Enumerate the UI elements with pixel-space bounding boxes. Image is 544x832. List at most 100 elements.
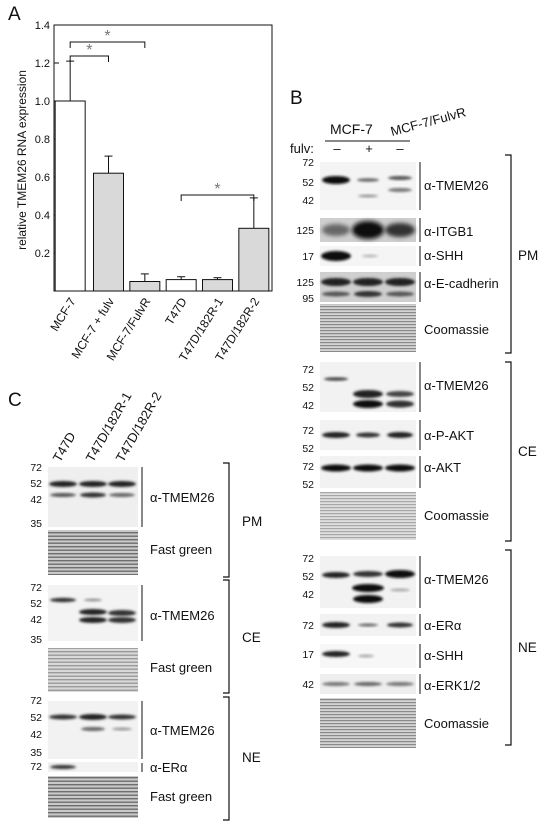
antibody-label: α-ITGB1 — [424, 224, 473, 239]
mw-label: 42 — [30, 494, 42, 506]
blot-b-shh-ne — [320, 644, 416, 668]
mw-label: 72 — [302, 157, 314, 169]
fraction-label-ne: NE — [518, 640, 537, 655]
mw-label: 35 — [30, 518, 42, 530]
blot-b-shh-pm — [320, 246, 416, 266]
lane-label: T47D — [50, 429, 79, 464]
antibody-label: α-TMEM26 — [424, 178, 489, 193]
fraction-label-ce: CE — [242, 630, 261, 645]
mw-label: 52 — [302, 382, 314, 394]
blot-b-tmem26-pm — [320, 162, 416, 210]
fraction-label-pm: PM — [242, 514, 262, 529]
mw-label: 42 — [302, 400, 314, 412]
blot-b-erk — [320, 674, 416, 694]
bar — [129, 281, 161, 292]
blot-b-ecadherin — [320, 272, 416, 302]
mw-label: 52 — [302, 571, 314, 583]
antibody-label: Fast green — [150, 660, 212, 675]
mw-label: 35 — [30, 747, 42, 759]
blot-b-itgb1 — [320, 218, 416, 242]
mw-label: 52 — [302, 479, 314, 491]
mw-label: 52 — [30, 598, 42, 610]
mw-label: 72 — [302, 364, 314, 376]
blot-c-fastgreen-ce — [48, 648, 138, 692]
antibody-label: α-TMEM26 — [424, 378, 489, 393]
fraction-label-ce: CE — [518, 444, 537, 459]
y-tick-label: 1.4 — [35, 20, 50, 32]
antibody-label: Coomassie — [424, 322, 489, 337]
mw-label: 52 — [302, 177, 314, 189]
mw-label: 72 — [30, 462, 42, 474]
header-mcf7: MCF-7 — [330, 121, 373, 137]
fraction-label-ne: NE — [242, 750, 261, 765]
fulv-sign-lane1: – — [333, 141, 341, 156]
blot-b-pakt — [320, 420, 416, 450]
header-fulvr: MCF-7/FulvR — [389, 104, 468, 138]
blot-b-tmem26-ne — [320, 556, 416, 608]
significance-bracket — [180, 194, 255, 201]
antibody-label: α-SHH — [424, 248, 463, 263]
fulv-sign-lane3: – — [396, 141, 404, 156]
mw-label: 72 — [302, 425, 314, 437]
antibody-label: α-TMEM26 — [150, 490, 215, 505]
blot-c-era — [48, 762, 138, 772]
antibody-label: α-E-cadherin — [424, 276, 499, 291]
fulv-label: fulv: — [290, 141, 314, 156]
antibody-label: α-ERK1/2 — [424, 678, 481, 693]
blot-b-akt — [320, 456, 416, 488]
panel-a-letter: A — [8, 4, 21, 25]
bar — [93, 172, 124, 292]
blot-c-tmem26-pm — [48, 467, 138, 527]
panel-c-letter: C — [8, 390, 22, 411]
mw-label: 52 — [30, 478, 42, 490]
antibody-label: α-TMEM26 — [150, 723, 215, 738]
bar — [165, 279, 197, 292]
y-tick-label: 0.2 — [35, 248, 50, 260]
fulv-sign-lane2: + — [365, 141, 373, 156]
mw-label: 35 — [30, 634, 42, 646]
fraction-brackets-c — [223, 462, 230, 821]
antibody-label: α-AKT — [424, 460, 461, 475]
blot-c-fastgreen-ne — [48, 776, 138, 818]
blot-c-tmem26-ne — [48, 701, 138, 759]
significance-star: * — [104, 28, 110, 45]
mw-label: 17 — [302, 251, 314, 263]
mw-label: 42 — [30, 614, 42, 626]
significance-star: * — [86, 42, 92, 59]
plot-frame — [53, 24, 273, 292]
mw-label: 72 — [30, 761, 42, 773]
fraction-label-pm: PM — [518, 248, 538, 263]
antibody-label: α-TMEM26 — [150, 608, 215, 623]
significance-bracket — [69, 55, 109, 62]
blot-c-tmem26-ce — [48, 585, 138, 641]
mw-label: 52 — [302, 443, 314, 455]
antibody-label: α-P-AKT — [424, 428, 474, 443]
antibody-label: α-TMEM26 — [424, 572, 489, 587]
significance-bracket — [69, 41, 146, 48]
y-tick-label: 0.4 — [35, 210, 50, 222]
blot-b-coomassie-ne — [320, 698, 416, 748]
bar — [202, 279, 233, 292]
blot-b-coomassie-pm — [320, 304, 416, 352]
category-label: T47D — [162, 295, 190, 328]
blot-b-era — [320, 614, 416, 636]
mw-label: 72 — [30, 582, 42, 594]
mw-label: 42 — [30, 729, 42, 741]
mw-label: 72 — [302, 461, 314, 473]
mw-label: 125 — [296, 277, 314, 289]
mw-label: 95 — [302, 293, 314, 305]
mw-label: 52 — [30, 712, 42, 724]
panel-b-letter: B — [290, 88, 303, 109]
mw-label: 72 — [302, 620, 314, 632]
panel-a-bar-chart: relative TMEM26 RNA expression 0.2 0.4 0.6… — [15, 20, 273, 364]
antibody-label: Fast green — [150, 789, 212, 804]
mw-label: 17 — [302, 649, 314, 661]
y-tick-label: 0.6 — [35, 172, 50, 184]
y-tick-label: 1.2 — [35, 58, 50, 70]
bar — [54, 100, 86, 292]
mw-label: 42 — [302, 679, 314, 691]
y-tick-label: 1.0 — [35, 96, 50, 108]
blot-b-coomassie-ce — [320, 492, 416, 540]
antibody-label: Coomassie — [424, 716, 489, 731]
antibody-label: α-ERα — [150, 760, 188, 775]
